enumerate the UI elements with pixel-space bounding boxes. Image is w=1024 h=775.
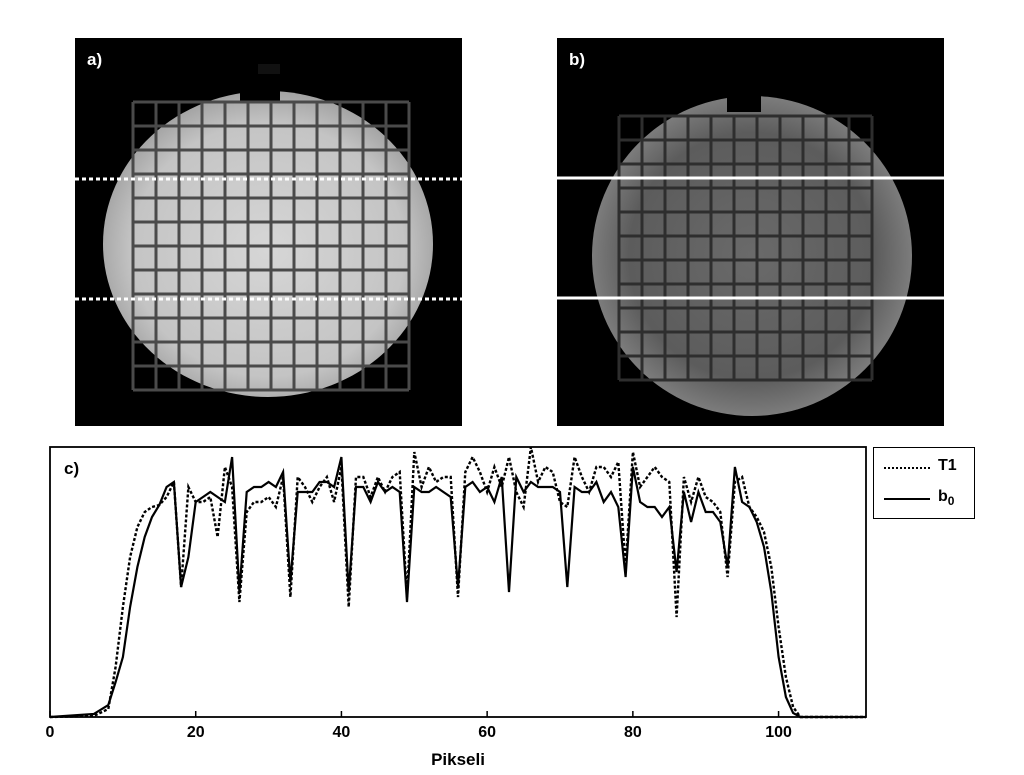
legend-b0-main: b	[938, 488, 948, 505]
legend-b0-subscript: 0	[947, 494, 955, 509]
x-tick-label: 40	[333, 724, 351, 741]
mri-image-b: b)	[557, 38, 944, 426]
legend-t1-label: T1	[938, 457, 957, 474]
x-tick-label: 100	[765, 724, 792, 741]
legend: T1 b0	[873, 447, 975, 519]
series-line-t1	[49, 446, 866, 719]
mri-image-a-graphic	[75, 64, 462, 397]
legend-t1-swatch	[884, 467, 930, 469]
plot-frame	[49, 446, 867, 718]
panel-label-c: c)	[64, 459, 79, 478]
x-tick-label: 80	[624, 724, 642, 741]
mri-image-b-graphic	[557, 82, 944, 416]
legend-b0-swatch	[884, 498, 930, 500]
x-axis-label: Pikseli	[431, 750, 485, 769]
panel-label-a: a)	[87, 50, 103, 69]
series-line-b0	[49, 456, 866, 719]
mri-image-a: a)	[75, 38, 462, 426]
x-tick-label: 60	[478, 724, 496, 741]
panel-label-b: b)	[569, 50, 586, 69]
x-tick-label: 0	[46, 724, 55, 741]
legend-b0-label: b0	[938, 488, 954, 508]
x-tick-label: 20	[187, 724, 205, 741]
